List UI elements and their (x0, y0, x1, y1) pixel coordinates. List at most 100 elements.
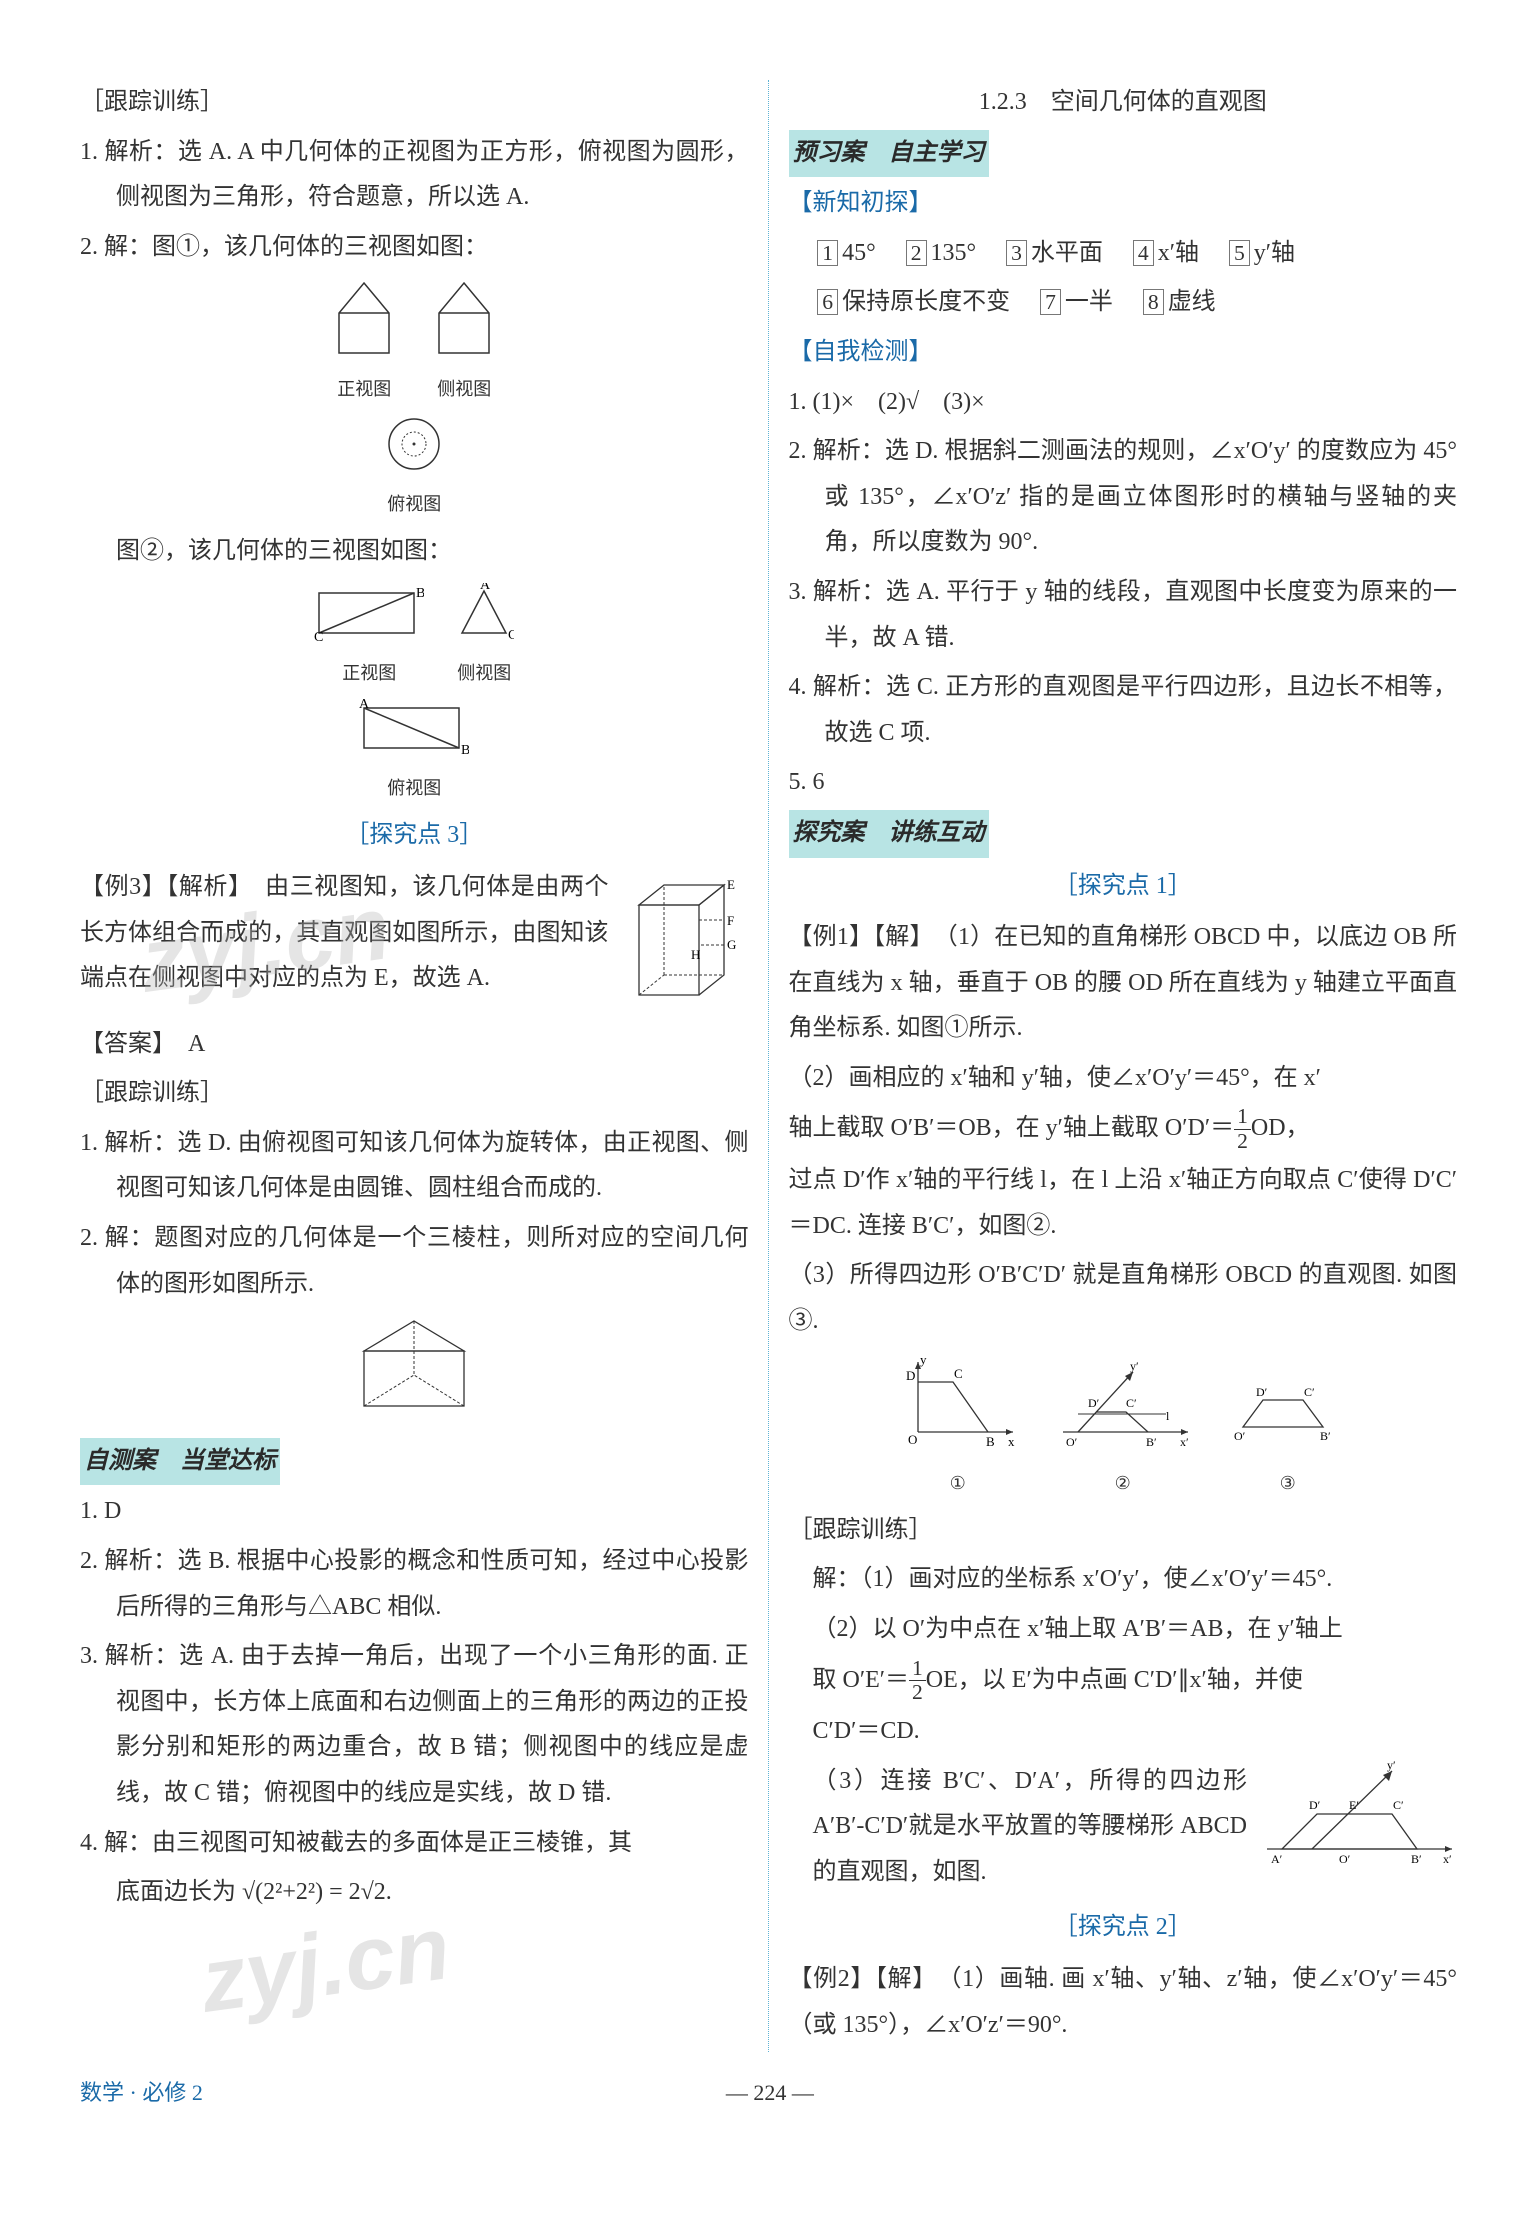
svg-text:B′: B′ (1411, 1852, 1422, 1866)
f2b-head: 取 O′E′＝ (813, 1666, 910, 1692)
svg-text:A: A (480, 583, 491, 593)
box-8: 8 (1143, 289, 1164, 315)
box-7: 7 (1040, 289, 1061, 315)
footer-left: 数学 · 必修 2 (80, 2072, 203, 2114)
fig1-top-cap: 俯视图 (379, 487, 449, 521)
svg-text:O′: O′ (1066, 1435, 1078, 1449)
new-knowledge: 【新知初探】 (789, 181, 1458, 227)
left-p6: 2. 解：题图对应的几何体是一个三棱柱，则所对应的空间几何体的图形如图所示. (80, 1216, 749, 1307)
selftest-title: 自测案 当堂达标 (80, 1438, 280, 1486)
follow-heading-1: ［跟踪训练］ (80, 80, 749, 126)
c3: 3. 解析：选 A. 平行于 y 轴的线段，直观图中长度变为原来的一半，故 A … (789, 570, 1458, 661)
ex2-label: 【例2】【解】 (789, 1966, 925, 1992)
ex2-block: 【例2】【解】 （1）画轴. 画 x′轴、y′轴、z′轴，使∠x′O′y′＝45… (789, 1957, 1458, 2048)
trap-figure: D′ E′ C′ A′ O′ B′ x′ y′ (1257, 1759, 1457, 1886)
c2: 2. 解析：选 D. 根据斜二测画法的规则，∠x′O′y′ 的度数应为 45°或… (789, 429, 1458, 566)
fill-row-1: 145° 2135° 3水平面 4x′轴 5y′轴 (789, 231, 1458, 277)
section-selftest: 自测案 当堂达标 (80, 1438, 749, 1486)
page-footer: 数学 · 必修 2 — 224 — (80, 2072, 1457, 2114)
preview-title: 预习案 自主学习 (789, 130, 989, 178)
svg-text:C: C (954, 1366, 963, 1381)
fig1-side-cap: 侧视图 (429, 372, 499, 406)
explore-title: 探究案 讲练互动 (789, 810, 989, 858)
ex3-answer: 【答案】 A (80, 1022, 749, 1068)
c4: 4. 解析：选 C. 正方形的直观图是平行四边形，且边长不相等，故选 C 项. (789, 665, 1458, 756)
fill-3: 水平面 (1031, 240, 1103, 266)
fig3-1: DC OB xy ① (898, 1352, 1018, 1499)
fill-8: 虚线 (1168, 289, 1216, 315)
fill-1: 45° (842, 240, 876, 266)
fig2-front-cap: 正视图 (314, 656, 424, 690)
svg-text:D′: D′ (1088, 1396, 1100, 1410)
fill-2: 135° (931, 240, 977, 266)
fig3-3-cap: ③ (1228, 1466, 1348, 1500)
svg-text:x: x (1008, 1434, 1015, 1449)
prism-figure (80, 1311, 749, 1438)
box-1: 1 (817, 240, 838, 266)
box-6: 6 (817, 289, 838, 315)
box-5: 5 (1229, 240, 1250, 266)
svg-text:A: A (359, 698, 370, 712)
svg-text:B: B (461, 743, 469, 758)
svg-text:C: C (508, 628, 514, 643)
svg-text:x′: x′ (1180, 1435, 1189, 1449)
fill-row-2: 6保持原长度不变 7一半 8虚线 (789, 280, 1458, 326)
svg-text:C: C (314, 630, 323, 643)
st-4a: 4. 解：由三视图可知被截去的多面体是正三棱锥，其 (80, 1821, 749, 1867)
frac-half-2: 12 (909, 1657, 926, 1706)
ex1-2b-tail: OD， (1251, 1115, 1310, 1141)
svg-text:x′: x′ (1443, 1852, 1452, 1866)
fill-4: x′轴 (1158, 240, 1199, 266)
svg-text:E′: E′ (1349, 1798, 1359, 1812)
fill-7: 一半 (1065, 289, 1113, 315)
cuboid-figure: E F G H (619, 865, 749, 1022)
fig2-side-cap: 侧视图 (454, 656, 514, 690)
fig2-top: A B 俯视图 (359, 698, 469, 805)
ex1-2b-head: 轴上截取 O′B′＝OB，在 y′轴上截取 O′D′＝ (789, 1115, 1235, 1141)
ex1-2b: 轴上截取 O′B′＝OB，在 y′轴上截取 O′D′＝12OD， (789, 1105, 1458, 1154)
svg-text:D′: D′ (1256, 1385, 1268, 1399)
figure-3: DC OB xy ① D′C′ l O′B′ x′y′ (789, 1352, 1458, 1499)
svg-text:y′: y′ (1387, 1759, 1396, 1772)
section-title: 1.2.3 空间几何体的直观图 (789, 80, 1458, 126)
explore-section: 探究案 讲练互动 (789, 810, 1458, 858)
svg-text:C′: C′ (1126, 1396, 1137, 1410)
figure-1b: 俯视图 (80, 414, 749, 521)
figure-2: B C 正视图 A C 侧视图 (80, 583, 749, 690)
fig3-2-cap: ② (1048, 1466, 1198, 1500)
st-3: 3. 解析：选 A. 由于去掉一角后，出现了一个小三角形的面. 正视图中，长方体… (80, 1634, 749, 1816)
svg-text:O′: O′ (1234, 1429, 1246, 1443)
c1: 1. (1)× (2)√ (3)× (789, 380, 1458, 426)
svg-text:A′: A′ (1271, 1852, 1283, 1866)
svg-text:y′: y′ (1130, 1359, 1139, 1373)
fill-5: y′轴 (1254, 240, 1295, 266)
f3-block: D′ E′ C′ A′ O′ B′ x′ y′ （3）连接 B′C′、D′A′，… (789, 1759, 1458, 1896)
svg-text:E: E (727, 877, 735, 892)
svg-text:F: F (727, 913, 734, 928)
figure-1: 正视图 侧视图 (80, 278, 749, 405)
svg-text:O′: O′ (1339, 1852, 1351, 1866)
fig3-1-cap: ① (898, 1466, 1018, 1500)
answer-label: 【答案】 (80, 1031, 164, 1057)
fill-6: 保持原长度不变 (842, 289, 1010, 315)
ex3-label: 【例3】【解析】 (80, 874, 241, 900)
svg-text:B: B (986, 1434, 995, 1449)
f2c: C′D′＝CD. (789, 1709, 1458, 1755)
fig1-front: 正视图 (329, 278, 399, 405)
ex1-label: 【例1】【解】 (789, 924, 922, 950)
fig1-side: 侧视图 (429, 278, 499, 405)
f3-text: （3）连接 B′C′、D′A′，所得的四边形 A′B′-C′D′就是水平放置的等… (813, 1768, 1248, 1885)
figure-2b: A B 俯视图 (80, 698, 749, 805)
st-2: 2. 解析：选 B. 根据中心投影的概念和性质可知，经过中心投影后所得的三角形与… (80, 1539, 749, 1630)
f2a: （2）以 O′为中点在 x′轴上取 A′B′＝AB，在 y′轴上 (789, 1607, 1458, 1653)
fig3-3: D′C′ O′B′ ③ (1228, 1352, 1348, 1499)
box-3: 3 (1006, 240, 1027, 266)
svg-text:O: O (908, 1432, 917, 1447)
fig3-2: D′C′ l O′B′ x′y′ ② (1048, 1352, 1198, 1499)
ex1-3: （3）所得四边形 O′B′C′D′ 就是直角梯形 OBCD 的直观图. 如图③. (789, 1253, 1458, 1344)
st-4b: 底面边长为 √(2²+2²) = 2√2. (80, 1870, 749, 1916)
explore-point-2: ［探究点 2］ (789, 1905, 1458, 1951)
answer-value: A (188, 1031, 205, 1057)
box-2: 2 (906, 240, 927, 266)
left-p1: 1. 解析：选 A. A 中几何体的正视图为正方形，俯视图为圆形，侧视图为三角形… (80, 130, 749, 221)
